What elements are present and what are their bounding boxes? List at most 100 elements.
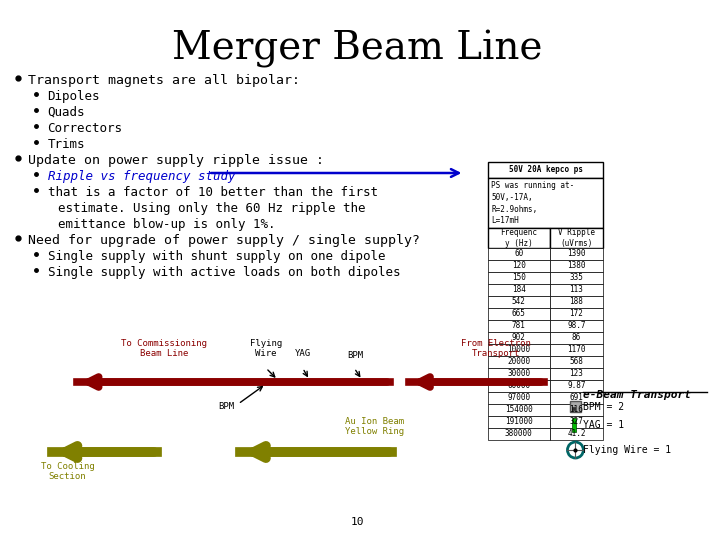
Text: 184: 184	[512, 286, 526, 294]
Text: 116: 116	[570, 406, 583, 415]
Text: PS was running at-
50V,-17A,
R=2.9ohms,
L=17mH: PS was running at- 50V,-17A, R=2.9ohms, …	[491, 181, 575, 225]
Text: 542: 542	[512, 298, 526, 307]
Bar	[549, 428, 603, 440]
Text: 1390: 1390	[567, 249, 585, 259]
Bar	[488, 344, 549, 356]
Bar	[488, 284, 549, 296]
Text: 150: 150	[512, 273, 526, 282]
Text: 120: 120	[512, 261, 526, 271]
Bar	[488, 272, 549, 284]
Bar	[549, 332, 603, 344]
Text: Need for upgrade of power supply / single supply?: Need for upgrade of power supply / singl…	[28, 234, 420, 247]
Text: 123: 123	[570, 369, 583, 379]
Text: 172: 172	[570, 309, 583, 319]
Text: BPM: BPM	[347, 351, 363, 360]
Text: 97000: 97000	[508, 394, 531, 402]
Text: Au Ion Beam
Yellow Ring: Au Ion Beam Yellow Ring	[346, 416, 405, 436]
Text: Ripple vs frequency study: Ripple vs frequency study	[48, 170, 235, 183]
Bar	[549, 356, 603, 368]
Text: 50V 20A kepco ps: 50V 20A kepco ps	[508, 165, 582, 174]
Text: 98.7: 98.7	[567, 321, 585, 330]
Text: To Cooling
Section: To Cooling Section	[40, 462, 94, 481]
Bar	[549, 284, 603, 296]
Text: 691: 691	[570, 394, 583, 402]
Bar	[488, 260, 549, 272]
Bar	[549, 308, 603, 320]
Text: Update on power supply ripple issue :: Update on power supply ripple issue :	[28, 154, 324, 167]
Text: 60000: 60000	[508, 381, 531, 390]
Bar	[488, 416, 549, 428]
Bar	[488, 248, 549, 260]
Text: 1380: 1380	[567, 261, 585, 271]
Text: 154000: 154000	[505, 406, 533, 415]
Bar	[549, 344, 603, 356]
Text: 781: 781	[512, 321, 526, 330]
Bar	[549, 368, 603, 380]
Bar	[488, 356, 549, 368]
Bar	[549, 404, 603, 416]
Bar	[570, 401, 581, 412]
Text: Quads: Quads	[48, 106, 85, 119]
Text: estimate. Using only the 60 Hz ripple the: estimate. Using only the 60 Hz ripple th…	[58, 202, 365, 215]
Text: emittance blow-up is only 1%.: emittance blow-up is only 1%.	[58, 218, 275, 231]
Text: Trims: Trims	[48, 138, 85, 151]
Text: 568: 568	[570, 357, 583, 367]
Bar	[488, 228, 549, 248]
Bar	[549, 296, 603, 308]
Bar	[549, 320, 603, 332]
Text: YAG = 1: YAG = 1	[583, 420, 624, 430]
Bar	[549, 260, 603, 272]
Bar	[572, 407, 575, 410]
Text: 113: 113	[570, 286, 583, 294]
Text: that is a factor of 10 better than the first: that is a factor of 10 better than the f…	[48, 186, 377, 199]
Text: 665: 665	[512, 309, 526, 319]
Bar	[572, 418, 577, 432]
Bar	[549, 416, 603, 428]
Text: 10: 10	[351, 517, 364, 527]
Text: 327: 327	[570, 417, 583, 427]
Bar	[549, 248, 603, 260]
Bar	[488, 178, 603, 228]
Text: Frequenc
y (Hz): Frequenc y (Hz)	[500, 228, 537, 248]
Text: 191000: 191000	[505, 417, 533, 427]
Bar	[488, 368, 549, 380]
Bar	[488, 320, 549, 332]
Text: BPM = 2: BPM = 2	[583, 402, 624, 411]
Bar	[488, 428, 549, 440]
Text: 1170: 1170	[567, 346, 585, 354]
Bar	[488, 380, 549, 392]
Text: 41.2: 41.2	[567, 429, 585, 438]
Bar	[488, 162, 603, 178]
Text: Single supply with active loads on both dipoles: Single supply with active loads on both …	[48, 266, 400, 279]
Text: BPM: BPM	[218, 402, 234, 411]
Text: To Commissioning
Beam Line: To Commissioning Beam Line	[121, 339, 207, 358]
Text: 86: 86	[572, 334, 581, 342]
Text: YAG: YAG	[294, 349, 310, 358]
Bar	[549, 380, 603, 392]
Text: 9.87: 9.87	[567, 381, 585, 390]
Bar	[488, 404, 549, 416]
Bar	[549, 272, 603, 284]
Text: V Ripple
(uVrms): V Ripple (uVrms)	[558, 228, 595, 248]
Text: From Electron
Transport: From Electron Transport	[461, 339, 531, 358]
Text: 60: 60	[514, 249, 523, 259]
Text: 30000: 30000	[508, 369, 531, 379]
Text: Correctors: Correctors	[48, 122, 122, 135]
Bar	[549, 392, 603, 404]
Bar	[488, 332, 549, 344]
Bar	[488, 308, 549, 320]
Text: Transport magnets are all bipolar:: Transport magnets are all bipolar:	[28, 74, 300, 87]
Text: 20000: 20000	[508, 357, 531, 367]
Text: e-Beam Transport: e-Beam Transport	[583, 390, 691, 400]
Text: 188: 188	[570, 298, 583, 307]
Text: Merger Beam Line: Merger Beam Line	[172, 30, 542, 68]
Text: Flying Wire = 1: Flying Wire = 1	[583, 445, 672, 455]
Text: Flying
Wire: Flying Wire	[250, 339, 282, 358]
Bar	[488, 296, 549, 308]
Text: Dipoles: Dipoles	[48, 90, 100, 103]
Text: 902: 902	[512, 334, 526, 342]
Bar	[549, 228, 603, 248]
Text: 335: 335	[570, 273, 583, 282]
Text: 380000: 380000	[505, 429, 533, 438]
Text: Single supply with shunt supply on one dipole: Single supply with shunt supply on one d…	[48, 250, 385, 263]
